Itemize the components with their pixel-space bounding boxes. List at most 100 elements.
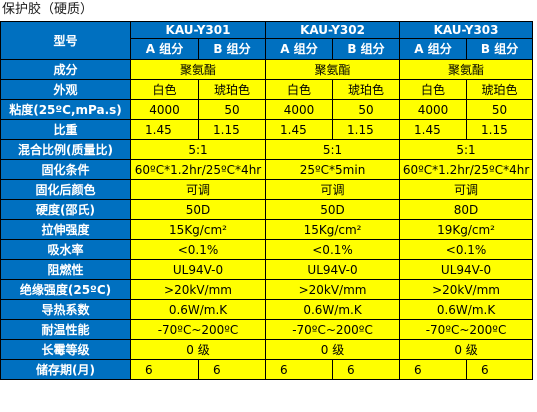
row-label: 粘度(25ºC,mPa.s) — [0, 99, 131, 120]
model-name: KAU-Y303 — [399, 21, 534, 39]
cell-value: 50D — [129, 199, 267, 220]
row-viscosity: 粘度(25ºC,mPa.s) 4000 50 4000 50 4000 50 — [0, 99, 534, 120]
row-tensile-strength: 拉伸强度 15Kg/cm² 15Kg/cm² 19Kg/cm² — [0, 219, 534, 240]
cell-value: 50D — [265, 199, 401, 220]
row-hardness: 硬度(邵氏) 50D 50D 80D — [0, 199, 534, 220]
row-label: 外观 — [0, 79, 131, 100]
cell-value: <0.1% — [129, 239, 267, 260]
row-cured-color: 固化后颜色 可调 可调 可调 — [0, 179, 534, 200]
cell-value: 15Kg/cm² — [129, 219, 267, 240]
cell-value: 琥珀色 — [332, 79, 401, 100]
row-label: 吸水率 — [0, 239, 131, 260]
row-cure-condition: 固化条件 60ºC*1.2hr/25ºC*4hr 25ºC*5min 60ºC*… — [0, 159, 534, 180]
cell-value: 6 — [197, 359, 267, 380]
model-name: KAU-Y302 — [265, 21, 401, 39]
row-label: 硬度(邵氏) — [0, 199, 131, 220]
cell-value: 60ºC*1.2hr/25ºC*4hr — [129, 159, 267, 180]
row-label: 储存期(月) — [0, 359, 131, 380]
row-label: 导热系数 — [0, 299, 131, 320]
page-title: 保护胶（硬质） — [2, 2, 94, 17]
cell-value: 琥珀色 — [197, 79, 267, 100]
row-shelf-life: 储存期(月) 6 6 6 6 6 6 — [0, 359, 534, 380]
component-b-label: B 组分 — [466, 38, 534, 60]
row-mix-ratio: 混合比例(质量比) 5:1 5:1 5:1 — [0, 139, 534, 160]
cell-value: 可调 — [399, 179, 534, 200]
component-a-label: A 组分 — [130, 38, 199, 60]
cell-value: 5:1 — [265, 139, 401, 160]
cell-value: >20kV/mm — [399, 279, 534, 300]
cell-value: -70ºC~200ºC — [265, 319, 401, 340]
cell-value: 0 级 — [399, 339, 534, 360]
row-dielectric-strength: 绝缘强度(25ºC) >20kV/mm >20kV/mm >20kV/mm — [0, 279, 534, 300]
cell-value: 聚氨酯 — [129, 59, 267, 80]
cell-value: 5:1 — [129, 139, 267, 160]
cell-value: 50 — [197, 99, 267, 120]
cell-value: 聚氨酯 — [265, 59, 401, 80]
cell-value: 1.45 — [130, 119, 199, 140]
cell-value: 60ºC*1.2hr/25ºC*4hr — [399, 159, 534, 180]
cell-value: 6 — [265, 359, 334, 380]
cell-value: -70ºC~200ºC — [129, 319, 267, 340]
cell-value: 80D — [399, 199, 534, 220]
row-label: 混合比例(质量比) — [0, 139, 131, 160]
component-a-label: A 组分 — [399, 38, 468, 60]
cell-value: 4000 — [130, 99, 199, 120]
cell-value: 6 — [130, 359, 199, 380]
cell-value: 25ºC*5min — [265, 159, 401, 180]
cell-value: 5:1 — [399, 139, 534, 160]
cell-value: UL94V-0 — [265, 259, 401, 280]
model-name: KAU-Y301 — [129, 21, 267, 39]
row-temperature-resistance: 耐温性能 -70ºC~200ºC -70ºC~200ºC -70ºC~200ºC — [0, 319, 534, 340]
row-water-absorption: 吸水率 <0.1% <0.1% <0.1% — [0, 239, 534, 260]
cell-value: 白色 — [130, 79, 199, 100]
cell-value: 0.6W/m.K — [399, 299, 534, 320]
cell-value: 4000 — [265, 99, 334, 120]
cell-value: UL94V-0 — [129, 259, 267, 280]
header-row-components: A 组分 B 组分 A 组分 B 组分 A 组分 B 组分 — [1, 38, 534, 60]
row-label: 成分 — [0, 59, 131, 80]
row-composition: 成分 聚氨酯 聚氨酯 聚氨酯 — [0, 59, 534, 80]
cell-value: -70ºC~200ºC — [399, 319, 534, 340]
row-label: 长霉等级 — [0, 339, 131, 360]
cell-value: 1.45 — [399, 119, 468, 140]
row-mold-resistance: 长霉等级 0 级 0 级 0 级 — [0, 339, 534, 360]
cell-value: 6 — [466, 359, 534, 380]
cell-value: 0.6W/m.K — [265, 299, 401, 320]
model-label: 型号 — [0, 21, 131, 60]
row-label: 绝缘强度(25ºC) — [0, 279, 131, 300]
row-label: 拉伸强度 — [0, 219, 131, 240]
cell-value: 19Kg/cm² — [399, 219, 534, 240]
cell-value: 琥珀色 — [466, 79, 534, 100]
cell-value: <0.1% — [399, 239, 534, 260]
cell-value: 4000 — [399, 99, 468, 120]
component-b-label: B 组分 — [332, 38, 401, 60]
row-label: 耐温性能 — [0, 319, 131, 340]
cell-value: >20kV/mm — [265, 279, 401, 300]
row-label: 固化条件 — [0, 159, 131, 180]
cell-value: 可调 — [265, 179, 401, 200]
cell-value: 0.6W/m.K — [129, 299, 267, 320]
header-row-models: 型号 KAU-Y301 KAU-Y302 KAU-Y303 — [0, 21, 534, 60]
cell-value: 可调 — [129, 179, 267, 200]
row-label: 阻燃性 — [0, 259, 131, 280]
component-a-label: A 组分 — [265, 38, 334, 60]
row-specific-gravity: 比重 1.45 1.15 1.45 1.15 1.45 1.15 — [0, 119, 534, 140]
row-label: 固化后颜色 — [0, 179, 131, 200]
cell-value: 0 级 — [265, 339, 401, 360]
cell-value: 白色 — [399, 79, 468, 100]
row-label: 比重 — [0, 119, 131, 140]
cell-value: 50 — [466, 99, 534, 120]
cell-value: 6 — [332, 359, 401, 380]
cell-value: 50 — [332, 99, 401, 120]
cell-value: 1.15 — [332, 119, 401, 140]
cell-value: 6 — [399, 359, 468, 380]
cell-value: >20kV/mm — [129, 279, 267, 300]
cell-value: 1.15 — [197, 119, 267, 140]
cell-value: 15Kg/cm² — [265, 219, 401, 240]
cell-value: 0 级 — [129, 339, 267, 360]
row-appearance: 外观 白色 琥珀色 白色 琥珀色 白色 琥珀色 — [0, 79, 534, 100]
cell-value: 白色 — [265, 79, 334, 100]
cell-value: <0.1% — [265, 239, 401, 260]
cell-value: UL94V-0 — [399, 259, 534, 280]
row-flame-retardancy: 阻燃性 UL94V-0 UL94V-0 UL94V-0 — [0, 259, 534, 280]
